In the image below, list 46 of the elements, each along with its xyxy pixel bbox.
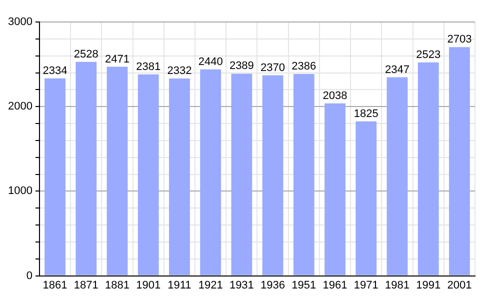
bar [262,75,284,276]
y-tick-label: 0 [26,270,32,282]
x-tick-label: 2001 [447,279,472,292]
y-tick-label: 1000 [8,185,32,198]
data-label: 2440 [198,56,223,68]
x-tick-label: 1921 [198,279,223,292]
data-label: 2038 [322,90,348,102]
x-tick-label: 1936 [260,279,286,292]
data-label: 2386 [292,60,316,72]
x-tick-label: 1971 [354,279,378,292]
bar [44,78,66,276]
bar [418,62,439,276]
bar [231,74,252,276]
x-tick-label: 1861 [42,279,68,292]
bar [293,74,314,276]
data-label: 2370 [260,62,286,74]
bar [200,69,222,276]
data-label: 2389 [229,60,254,72]
data-label: 1825 [354,108,378,120]
data-label: 2332 [167,65,192,78]
bar [138,74,159,276]
x-tick-label: 1961 [322,279,348,292]
data-label: 2347 [384,64,410,76]
bar [324,103,346,276]
data-label: 2334 [42,64,68,77]
x-tick-label: 1911 [168,279,192,292]
x-tick-label: 1931 [229,279,254,292]
bar [106,66,128,276]
bar [169,78,190,276]
x-tick-label: 1881 [105,279,130,292]
bar [76,62,97,276]
x-tick-label: 1901 [136,279,161,292]
x-tick-label: 1991 [416,279,441,292]
bar [448,47,470,276]
x-tick-label: 1871 [74,279,98,292]
bar [386,77,408,276]
data-label: 2703 [447,34,472,46]
y-tick-label: 3000 [8,16,32,28]
data-label: 2523 [416,48,441,61]
y-tick-label: 2000 [8,100,32,113]
bar [356,121,377,276]
data-label: 2471 [105,53,130,66]
x-tick-label: 1981 [384,279,410,292]
data-label: 2528 [74,48,98,60]
data-label: 2381 [136,60,161,73]
x-tick-label: 1951 [292,279,316,292]
